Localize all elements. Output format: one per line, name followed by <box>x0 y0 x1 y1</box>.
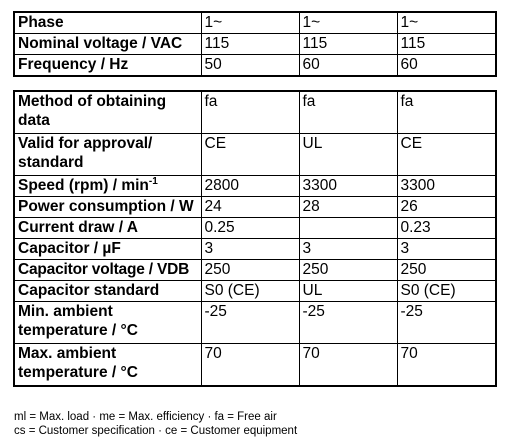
cell-value: 2800 <box>200 175 300 197</box>
cell-value: 70 <box>200 343 300 387</box>
table-row: Frequency / Hz 50 60 60 <box>13 54 497 77</box>
cell-value: 0.23 <box>396 217 497 239</box>
cell-value: fa <box>298 90 398 134</box>
footnote-line: ml = Max. load · me = Max. efficiency · … <box>14 411 277 423</box>
table-row: Current draw / A 0.25 0.23 <box>13 217 497 239</box>
cell-value: 1~ <box>396 11 497 34</box>
cell-value: fa <box>396 90 497 134</box>
table-row: Max. ambient temperature / °C 70 70 70 <box>13 343 497 387</box>
cell-value: 3300 <box>298 175 398 197</box>
cell-value: 24 <box>200 196 300 218</box>
cell-value: 50 <box>200 54 300 77</box>
table-row: Capacitor standard S0 (CE) UL S0 (CE) <box>13 280 497 302</box>
table-row: Nominal voltage / VAC 115 115 115 <box>13 33 497 55</box>
cell-value: 70 <box>396 343 497 387</box>
cell-value: -25 <box>396 301 497 344</box>
row-label: Max. ambient temperature / °C <box>13 343 202 387</box>
cell-value: 115 <box>396 33 497 55</box>
cell-value: -25 <box>298 301 398 344</box>
cell-value: 60 <box>396 54 497 77</box>
table-row: Valid for approval/ standard CE UL CE <box>13 133 497 176</box>
row-label-superscript: -1 <box>148 176 158 187</box>
cell-value: 3300 <box>396 175 497 197</box>
cell-value: S0 (CE) <box>396 280 497 302</box>
row-label: Phase <box>13 11 202 34</box>
cell-value: 60 <box>298 54 398 77</box>
cell-value <box>298 217 398 239</box>
cell-value: 3 <box>396 238 497 260</box>
cell-value: UL <box>298 280 398 302</box>
cell-value: 250 <box>298 259 398 281</box>
row-label: Power consumption / W <box>13 196 202 218</box>
cell-value: -25 <box>200 301 300 344</box>
row-label: Min. ambient temperature / °C <box>13 301 202 344</box>
footnotes: ml = Max. load · me = Max. efficiency · … <box>14 410 297 438</box>
table-row: Capacitor / µF 3 3 3 <box>13 238 497 260</box>
row-label: Capacitor voltage / VDB <box>13 259 202 281</box>
table-row: Power consumption / W 24 28 26 <box>13 196 497 218</box>
row-label: Frequency / Hz <box>13 54 202 77</box>
cell-value: 250 <box>200 259 300 281</box>
table-row: Min. ambient temperature / °C -25 -25 -2… <box>13 301 497 344</box>
row-label-text: Speed (rpm) / min <box>18 177 149 194</box>
cell-value: 1~ <box>298 11 398 34</box>
row-label: Speed (rpm) / min-1 <box>13 175 202 197</box>
row-label: Current draw / A <box>13 217 202 239</box>
cell-value: 26 <box>396 196 497 218</box>
row-label: Valid for approval/ standard <box>13 133 202 176</box>
cell-value: 0.25 <box>200 217 300 239</box>
cell-value: 3 <box>200 238 300 260</box>
cell-value: S0 (CE) <box>200 280 300 302</box>
cell-value: CE <box>200 133 300 176</box>
cell-value: 28 <box>298 196 398 218</box>
cell-value: 250 <box>396 259 497 281</box>
electrical-specs-table: Phase 1~ 1~ 1~ Nominal voltage / VAC 115… <box>13 11 497 77</box>
cell-value: 115 <box>200 33 300 55</box>
cell-value: UL <box>298 133 398 176</box>
row-label: Capacitor / µF <box>13 238 202 260</box>
cell-value: 70 <box>298 343 398 387</box>
table-row: Method of obtaining data fa fa fa <box>13 90 497 134</box>
cell-value: 3 <box>298 238 398 260</box>
cell-value: CE <box>396 133 497 176</box>
cell-value: 115 <box>298 33 398 55</box>
row-label: Method of obtaining data <box>13 90 202 134</box>
performance-specs-table: Method of obtaining data fa fa fa Valid … <box>13 90 497 387</box>
footnote-line: cs = Customer specification · ce = Custo… <box>14 425 298 437</box>
cell-value: 1~ <box>200 11 300 34</box>
row-label: Nominal voltage / VAC <box>13 33 202 55</box>
table-row: Capacitor voltage / VDB 250 250 250 <box>13 259 497 281</box>
table-row: Speed (rpm) / min-1 2800 3300 3300 <box>13 175 497 197</box>
row-label: Capacitor standard <box>13 280 202 302</box>
table-row: Phase 1~ 1~ 1~ <box>13 11 497 34</box>
cell-value: fa <box>200 90 300 134</box>
